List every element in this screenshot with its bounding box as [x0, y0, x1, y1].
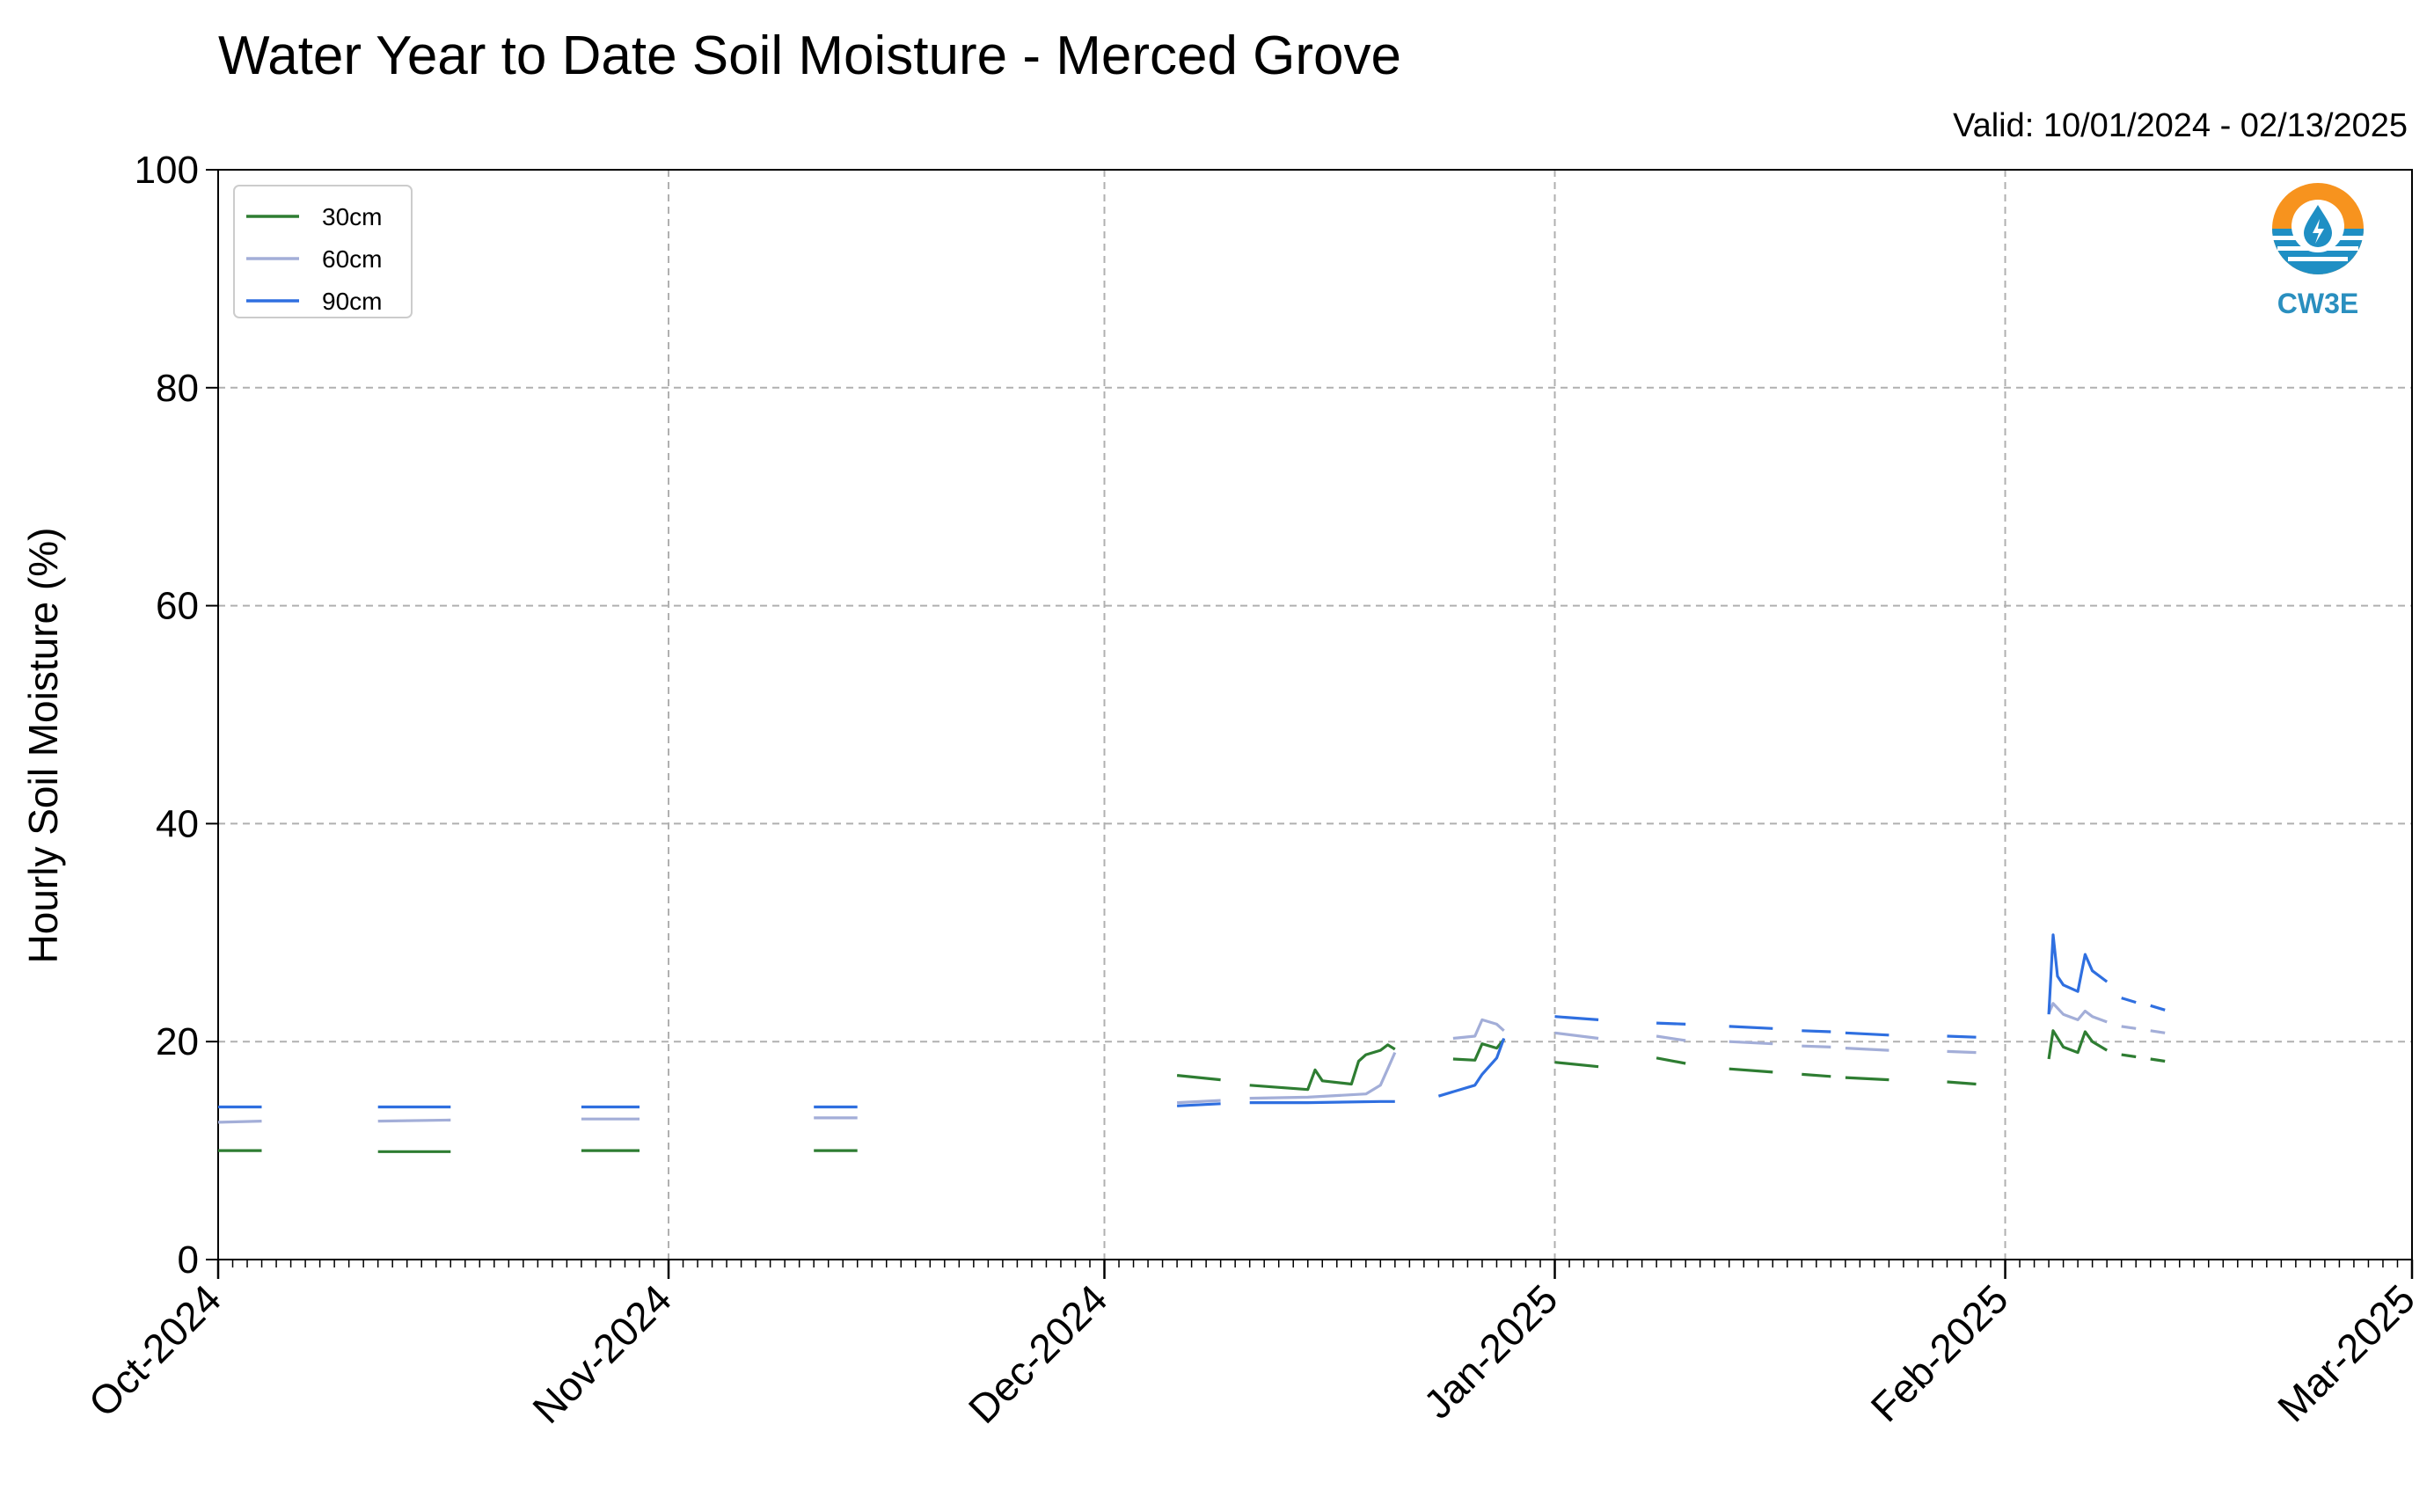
y-tick-label: 80 — [156, 367, 199, 410]
legend-label: 60cm — [322, 245, 382, 273]
x-tick-label: Oct-2024 — [80, 1275, 230, 1426]
x-tick-label: Feb-2025 — [1862, 1275, 2017, 1430]
series-group — [217, 933, 2166, 1153]
series-30cm-segment — [1452, 1038, 1505, 1062]
series-30cm-segment — [2121, 1053, 2137, 1059]
series-90cm-segment — [1802, 1029, 1831, 1034]
series-30cm-segment — [1845, 1076, 1889, 1082]
series-90cm-segment — [1554, 1015, 1599, 1021]
y-tick-label: 40 — [156, 802, 199, 845]
series-60cm-segment — [1845, 1047, 1889, 1052]
x-axis: Oct-2024 Nov-2024 Dec-2024 Jan-2025 Feb-2025… — [80, 1260, 2423, 1432]
series-30cm-segment — [1176, 1074, 1221, 1082]
series-30cm-segment — [1656, 1056, 1686, 1065]
series-60cm-segment — [1554, 1031, 1599, 1041]
cw3e-logo: CW3E — [2265, 180, 2371, 330]
series-90cm-segment — [1729, 1025, 1773, 1030]
series-30cm-segment — [1729, 1067, 1773, 1074]
series-60cm-segment — [1947, 1049, 1977, 1055]
series-60cm-segment — [377, 1118, 451, 1123]
series-60cm-segment — [1452, 1018, 1505, 1041]
x-tick-label: Mar-2025 — [2269, 1275, 2423, 1430]
series-90cm-segment — [1437, 1037, 1506, 1098]
y-axis-label: Hourly Soil Moisture (%) — [20, 528, 66, 964]
series-30cm-segment — [1554, 1061, 1599, 1069]
series-90cm-segment — [2047, 933, 2109, 1015]
series-60cm-segment — [217, 1120, 262, 1124]
series-60cm-segment — [1177, 1099, 1221, 1105]
valid-date-range: Valid: 10/01/2024 - 02/13/2025 — [1953, 107, 2408, 144]
series-30cm-segment — [2047, 1029, 2109, 1060]
water-drop-logo-icon — [2272, 183, 2364, 274]
y-axis: 0 20 40 60 80 100 — [135, 149, 218, 1282]
x-tick-label: Jan-2025 — [1414, 1275, 1566, 1427]
plot-frame — [217, 169, 2413, 1260]
x-tick-label: Dec-2024 — [960, 1275, 1116, 1432]
chart-title: Water Year to Date Soil Moisture - Merce… — [218, 26, 1402, 86]
series-90cm-segment — [1177, 1102, 1221, 1107]
series-90cm-segment — [1845, 1031, 1889, 1037]
grid-lines — [218, 170, 2412, 1260]
series-30cm-segment — [1249, 1043, 1396, 1092]
legend-label: 90cm — [322, 288, 382, 315]
series-60cm-segment — [1729, 1040, 1773, 1046]
series-30cm-segment — [1802, 1072, 1831, 1078]
legend-label: 30cm — [322, 203, 382, 230]
series-60cm-segment — [1802, 1044, 1831, 1048]
y-tick-label: 0 — [178, 1238, 199, 1282]
series-60cm-segment — [2121, 1025, 2137, 1030]
series-60cm-segment — [2150, 1029, 2166, 1034]
logo-text: CW3E — [2277, 288, 2359, 319]
series-90cm-segment — [1947, 1034, 1977, 1039]
legend-box — [233, 185, 413, 318]
legend: 30cm 60cm 90cm — [233, 185, 413, 318]
y-tick-label: 20 — [156, 1020, 199, 1063]
series-60cm-segment — [1249, 1051, 1397, 1100]
series-60cm-segment — [1656, 1034, 1686, 1042]
series-90cm-segment — [2121, 997, 2137, 1004]
series-90cm-segment — [1656, 1021, 1686, 1026]
series-30cm-segment — [2150, 1057, 2166, 1063]
series-30cm-segment — [1947, 1080, 1977, 1086]
x-tick-label: Nov-2024 — [523, 1275, 680, 1432]
y-tick-label: 60 — [156, 585, 199, 628]
series-90cm-segment — [1249, 1099, 1395, 1105]
y-tick-label: 100 — [135, 149, 199, 192]
series-60cm-segment — [2047, 1002, 2108, 1024]
series-90cm-segment — [2150, 1004, 2166, 1012]
